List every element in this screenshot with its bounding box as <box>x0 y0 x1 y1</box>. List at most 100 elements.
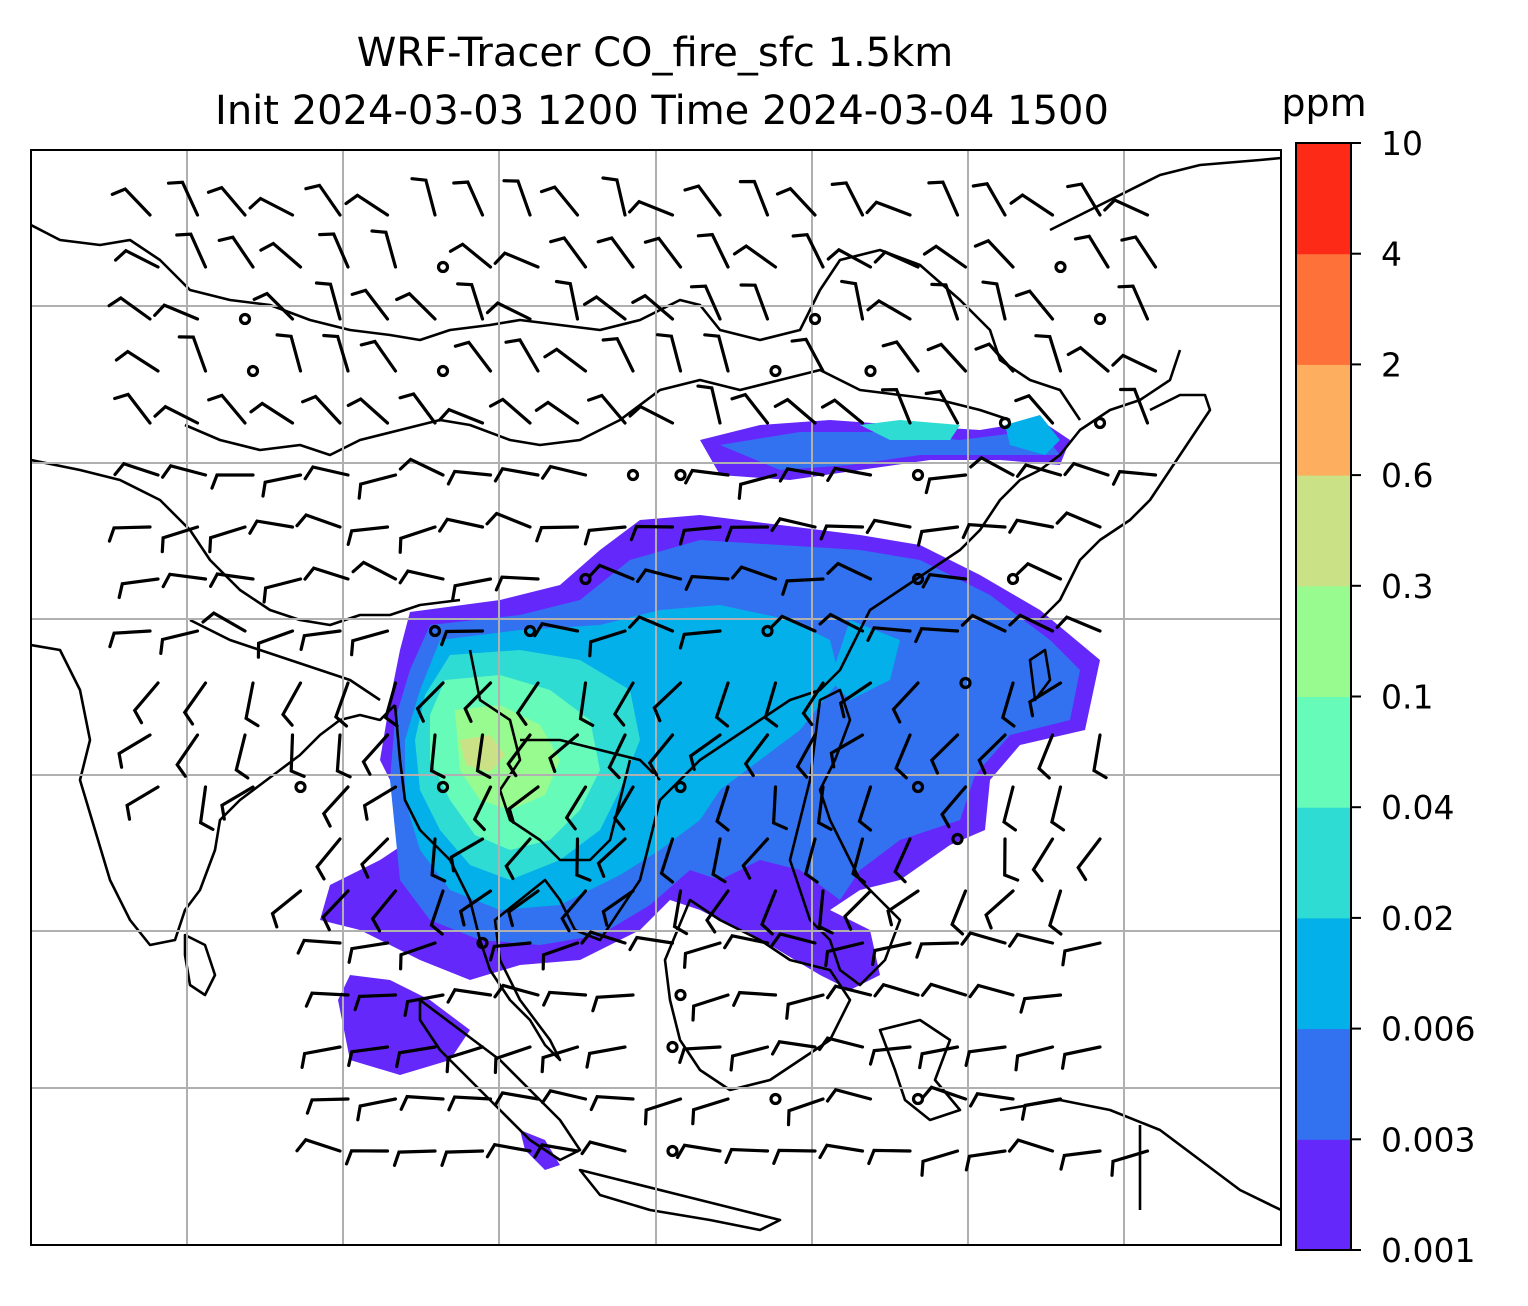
wind-barb <box>914 627 960 644</box>
wind-barb <box>1028 681 1063 718</box>
wind-barb <box>548 733 580 773</box>
wind-barb <box>924 473 968 495</box>
wind-barb <box>724 1147 770 1164</box>
wind-barb <box>475 733 492 779</box>
wind-barb <box>873 982 920 998</box>
wind-barb <box>588 629 627 658</box>
wind-barb <box>891 681 920 724</box>
wind-barb <box>1034 334 1063 373</box>
wind-barb <box>880 387 912 425</box>
wind-barb <box>866 298 912 321</box>
wind-barb <box>612 681 635 727</box>
wind-barb <box>964 1045 1007 1067</box>
calm-wind-marker <box>238 312 252 326</box>
wind-barb <box>868 1045 912 1066</box>
wind-barb <box>153 303 200 321</box>
border-china-west <box>31 458 461 627</box>
wind-barbs <box>107 176 1158 1177</box>
wind-barb <box>926 342 968 373</box>
wind-barb <box>871 941 912 966</box>
wind-barb <box>403 993 445 1017</box>
wind-barb <box>113 392 152 425</box>
wind-barb <box>1061 1045 1102 1070</box>
wind-barb <box>575 837 592 882</box>
coastline-srilanka <box>183 933 217 997</box>
colorbar-segment <box>1296 696 1351 808</box>
wind-barb <box>785 993 825 1020</box>
wind-barb <box>1015 463 1063 478</box>
wind-barb <box>446 469 493 486</box>
calm-wind-marker <box>951 832 964 846</box>
wind-barb <box>370 229 398 269</box>
wind-barb <box>438 407 485 425</box>
wind-barb <box>612 785 635 831</box>
wind-barb <box>494 575 540 592</box>
wind-barb <box>541 1088 588 1105</box>
wind-barb <box>533 1143 580 1159</box>
wind-barb <box>678 1045 722 1064</box>
border-himalaya <box>189 618 381 702</box>
wind-barb <box>964 1149 1007 1172</box>
wind-barb <box>303 566 350 581</box>
wind-barb <box>851 837 866 884</box>
wind-barb <box>504 837 532 881</box>
wind-barb <box>790 337 825 373</box>
wind-barb <box>1007 1138 1055 1153</box>
wind-barb <box>429 733 446 779</box>
wind-barb <box>601 337 635 373</box>
wind-barb <box>493 467 540 483</box>
wind-barb <box>1111 469 1158 486</box>
wind-barb <box>1103 198 1150 217</box>
wind-barb <box>628 935 675 952</box>
wind-barb <box>730 565 778 581</box>
colorbar-segment <box>1296 917 1351 1030</box>
wind-barb <box>969 1092 1015 1108</box>
colorbar-tick-label: 0.003 <box>1381 1120 1475 1159</box>
wind-barb <box>304 991 350 1008</box>
wind-barb <box>881 340 920 373</box>
wind-barb <box>209 572 255 588</box>
calm-wind-marker <box>769 364 782 378</box>
wind-barb <box>1120 235 1158 269</box>
calm-wind-marker <box>998 416 1012 430</box>
calm-wind-marker <box>674 988 687 1002</box>
field-level-0.02-b <box>860 420 960 440</box>
wind-barb <box>161 463 208 479</box>
wind-barb <box>304 183 342 217</box>
wind-barb <box>1066 345 1110 373</box>
wind-barb <box>132 681 160 725</box>
wind-barb <box>107 296 152 321</box>
wind-barb <box>655 333 683 373</box>
wind-barb <box>270 889 303 929</box>
wind-barb <box>786 1097 825 1127</box>
wind-barb <box>930 282 960 321</box>
wind-barb <box>1117 284 1150 321</box>
wind-barb <box>730 392 770 425</box>
calm-wind-marker <box>666 1144 679 1158</box>
wind-barb <box>451 577 493 602</box>
wind-barb <box>289 733 306 778</box>
wind-barb <box>921 572 968 589</box>
wind-barb <box>299 629 342 651</box>
wind-barb <box>1110 1149 1150 1177</box>
wind-barb <box>826 561 873 581</box>
wind-barb <box>515 681 540 726</box>
calm-wind-marker <box>436 364 450 378</box>
coastline-sulawesi <box>878 1018 962 1122</box>
coastline-borneo <box>663 898 852 1092</box>
wind-barb <box>969 455 1015 477</box>
wind-barb <box>659 837 675 884</box>
wind-barb <box>770 932 817 947</box>
wind-barb <box>446 988 493 1004</box>
wind-barb <box>578 681 595 727</box>
wind-barb <box>262 577 303 604</box>
wind-barb <box>430 837 447 883</box>
wind-barb <box>248 519 295 535</box>
wind-barb <box>591 993 635 1013</box>
wind-barb <box>580 930 627 945</box>
wind-barb <box>322 333 350 373</box>
wind-barb <box>916 525 960 547</box>
wind-barb <box>820 398 865 425</box>
wind-barb <box>1050 785 1066 832</box>
colorbar-segment <box>1296 585 1351 697</box>
